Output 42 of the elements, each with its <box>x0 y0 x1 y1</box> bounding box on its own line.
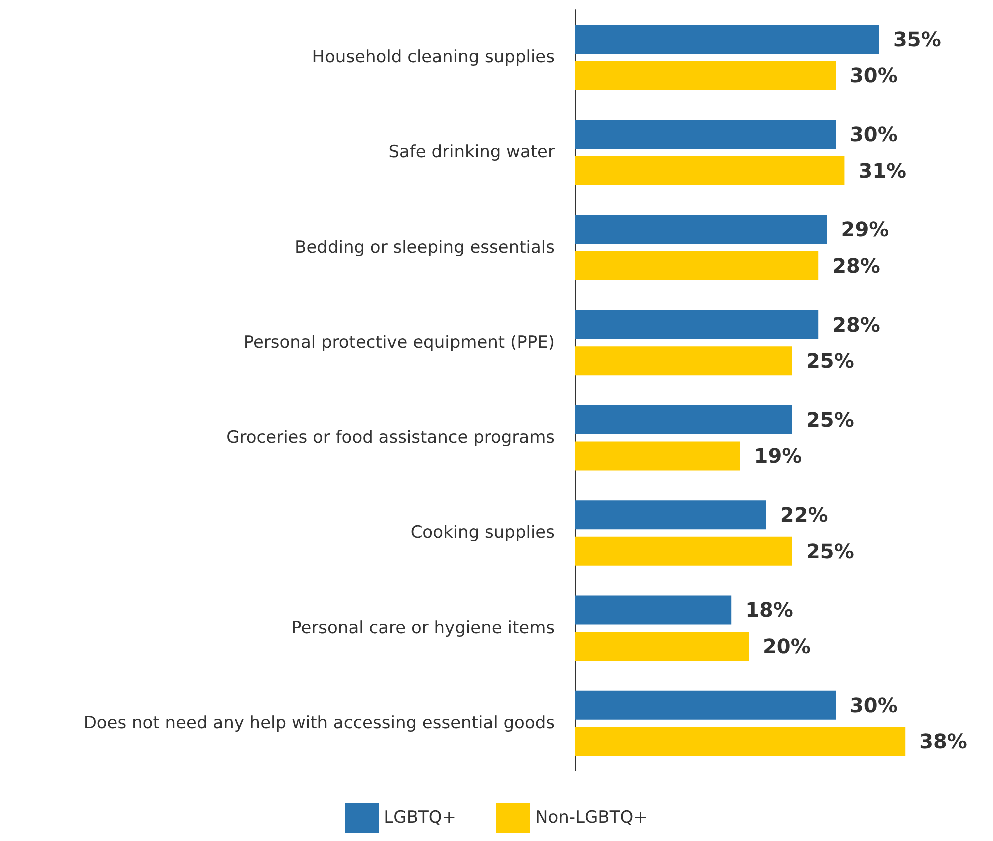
y-tick-label: Personal care or hygiene items <box>292 618 556 638</box>
data-label: 19% <box>754 444 802 468</box>
bar <box>575 536 792 566</box>
bar <box>575 690 836 720</box>
data-label: 29% <box>841 218 890 242</box>
bar <box>575 405 792 434</box>
bar <box>575 251 819 280</box>
y-tick-label: Personal protective equipment (PPE) <box>244 332 555 353</box>
data-label: 20% <box>763 634 811 658</box>
data-label: 25% <box>806 539 854 564</box>
data-label: 22% <box>780 503 828 528</box>
data-label: 25% <box>806 408 854 432</box>
bar <box>575 310 819 340</box>
y-tick-label: Household cleaning supplies <box>312 48 556 68</box>
bar <box>575 215 828 244</box>
data-label: 18% <box>746 598 794 622</box>
legend-label: LGBTQ+ <box>384 808 456 828</box>
data-label: 25% <box>806 349 854 374</box>
data-label: 31% <box>858 158 907 183</box>
data-label: 38% <box>920 730 968 754</box>
data-label: 28% <box>832 312 880 337</box>
data-label: 30% <box>850 64 898 88</box>
bar <box>575 442 740 471</box>
bar <box>575 632 749 661</box>
y-tick-label: Groceries or food assistance programs <box>226 428 556 448</box>
bar <box>575 500 766 530</box>
y-tick-label: Cooking supplies <box>410 523 556 544</box>
bar <box>575 346 792 376</box>
y-tick-label: Safe drinking water <box>388 142 556 163</box>
data-label: 30% <box>850 693 898 718</box>
bar <box>575 24 880 54</box>
data-label: 28% <box>832 254 880 278</box>
data-label: 30% <box>850 122 898 147</box>
bar <box>575 120 836 150</box>
data-label: 35% <box>894 27 942 52</box>
y-tick-label: Bedding or sleeping essentials <box>295 238 556 258</box>
legend-label: Non-LGBTQ+ <box>535 808 648 828</box>
bar <box>575 61 836 90</box>
bar <box>575 156 845 186</box>
bar <box>575 727 906 756</box>
y-tick-label: Does not need any help with accessing essential goods <box>84 713 556 734</box>
bar <box>575 596 732 625</box>
